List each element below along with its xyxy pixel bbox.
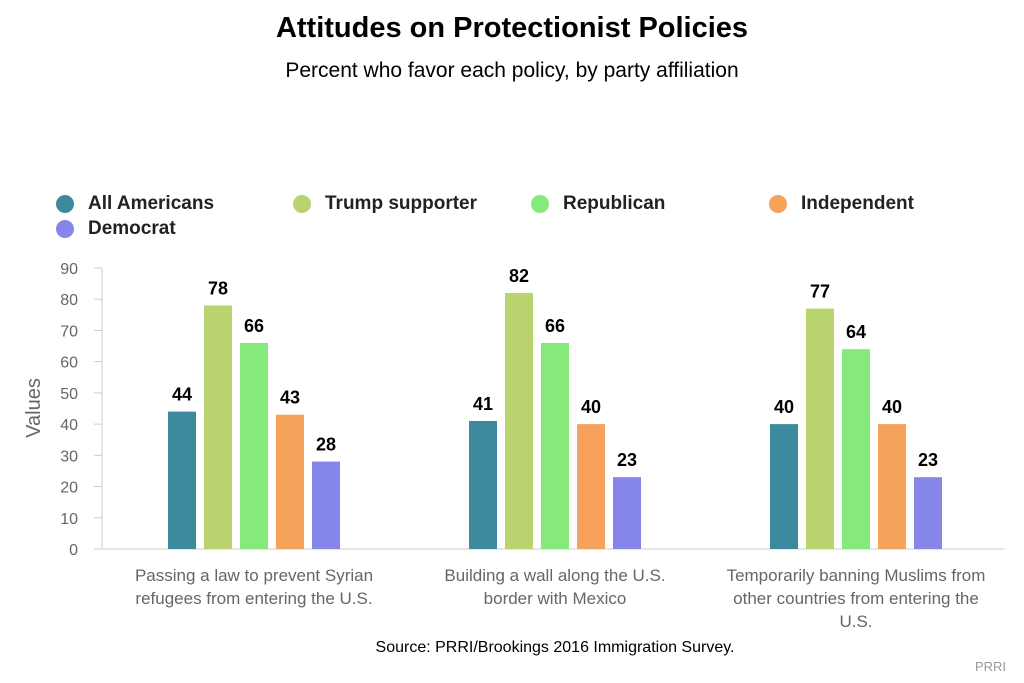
data-label: 28 [316,435,336,455]
data-label: 66 [244,316,264,336]
data-label: 40 [882,397,902,417]
bar [842,349,870,549]
credit-label: PRRI [974,659,1006,674]
bar [914,477,942,549]
bar [505,292,533,549]
y-tick-label: 0 [69,542,78,559]
x-tick-label: Passing a law to prevent Syrian [135,566,373,585]
chart-title: Attitudes on Protectionist Policies [275,12,749,44]
bar [770,424,798,549]
x-tick-label: U.S. [839,612,872,631]
source-note: Source: PRRI/Brookings 2016 Immigration … [375,639,735,656]
data-label: 40 [581,397,601,417]
y-tick-label: 90 [60,261,78,278]
data-label: 77 [810,282,830,302]
data-label: 23 [617,450,637,470]
bar [469,420,497,549]
data-label: 40 [774,397,794,417]
data-label: 43 [280,388,300,408]
bar [541,342,569,549]
legend-swatch [769,195,787,213]
y-tick-label: 40 [60,417,78,434]
legend-label: Democrat [88,218,176,239]
data-label: 78 [208,278,228,298]
legend-label: Trump supporter [325,193,478,214]
bar [613,477,641,549]
x-tick-label: refugees from entering the U.S. [135,589,372,608]
y-axis-title: Values [23,378,45,438]
x-tick-label: Building a wall along the U.S. [444,566,665,585]
x-tick-label: Temporarily banning Muslims from [727,566,986,585]
y-tick-label: 70 [60,323,78,340]
y-tick-label: 10 [60,511,78,528]
legend-label: Independent [801,193,914,214]
legend-item-independent[interactable]: Independent [769,191,914,217]
data-label: 23 [918,450,938,470]
data-label: 66 [545,316,565,336]
data-label: 82 [509,266,529,286]
y-tick-label: 60 [60,355,78,372]
data-label: 64 [846,322,866,342]
bar [806,308,834,549]
bar [276,414,304,549]
legend-swatch [531,195,549,213]
legend-item-republican[interactable]: Republican [531,191,665,217]
data-label: 41 [473,394,493,414]
legend-label: Republican [563,193,666,214]
legend-item-democrat[interactable]: Democrat [56,216,176,242]
x-tick-label: border with Mexico [484,589,627,608]
legend-label: All Americans [88,193,215,214]
bar [168,411,196,549]
bar [204,305,232,549]
bar [577,424,605,549]
bar [312,461,340,549]
chart-subtitle: Percent who favor each policy, by party … [285,59,739,82]
y-tick-label: 20 [60,480,78,497]
legend-swatch [56,220,74,238]
x-tick-label: other countries from entering the [733,589,979,608]
data-label: 44 [172,385,192,405]
y-tick-label: 80 [60,292,78,309]
legend-swatch [293,195,311,213]
bar [878,424,906,549]
y-tick-label: 30 [60,448,78,465]
legend-item-all-americans[interactable]: All Americans [56,191,214,217]
legend-item-trump-supporter[interactable]: Trump supporter [293,191,477,217]
legend-swatch [56,195,74,213]
bar [240,342,268,549]
y-tick-label: 50 [60,386,78,403]
